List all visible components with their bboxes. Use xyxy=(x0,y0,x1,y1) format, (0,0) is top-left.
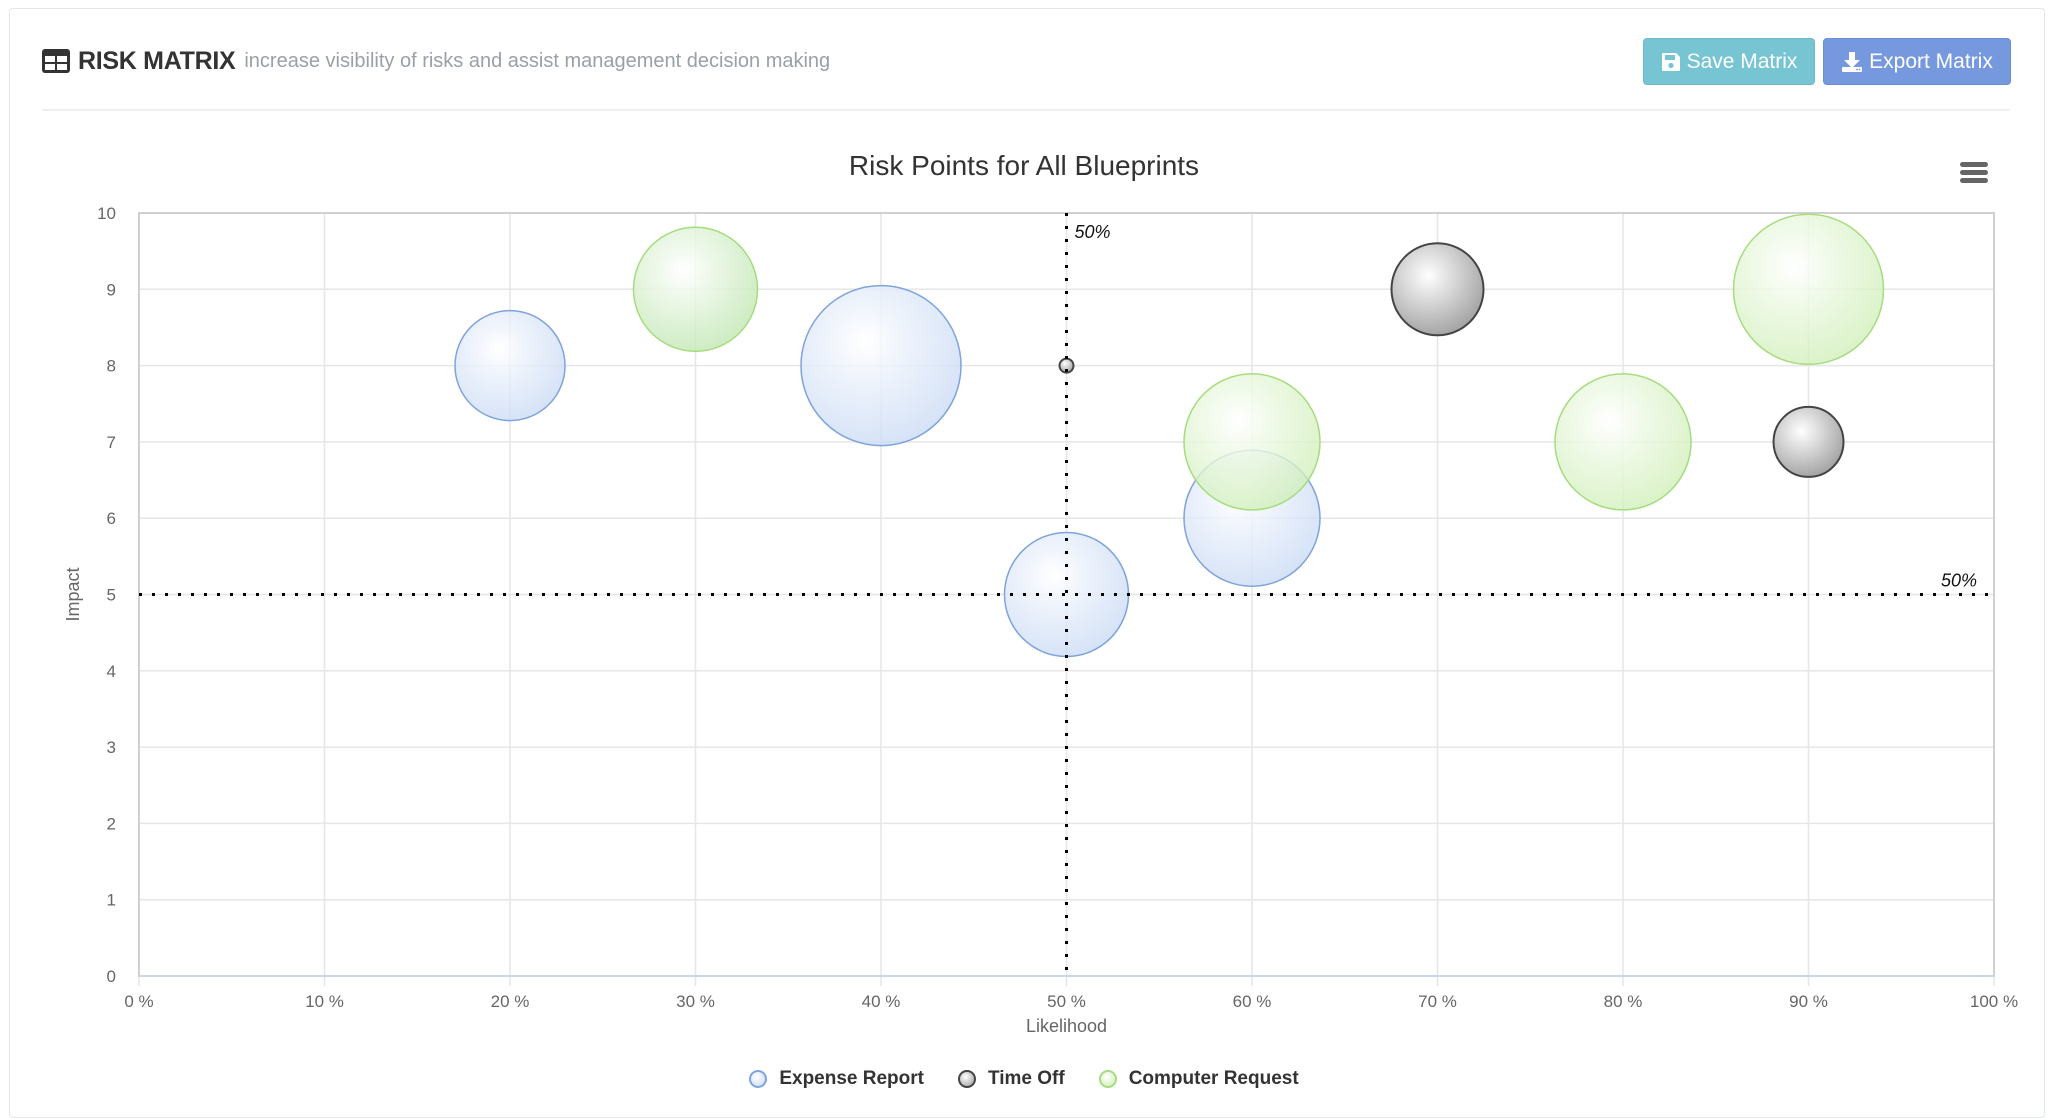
hamburger-menu-icon-bar xyxy=(1960,170,1988,175)
legend-label: Expense Report xyxy=(779,1068,924,1089)
save-matrix-label: Save Matrix xyxy=(1686,49,1798,73)
y-tick-label: 3 xyxy=(107,738,116,757)
legend-item-computer-request[interactable]: Computer Request xyxy=(1098,1068,1299,1090)
y-tick-label: 0 xyxy=(107,967,116,986)
table-icon xyxy=(42,49,70,73)
impact-threshold-label: 50% xyxy=(1941,571,1977,591)
save-matrix-button[interactable]: Save Matrix xyxy=(1643,38,1815,85)
x-tick-label: 20 % xyxy=(491,992,530,1011)
x-tick-label: 90 % xyxy=(1789,992,1828,1011)
bubble-point[interactable] xyxy=(454,309,566,422)
legend-label: Computer Request xyxy=(1128,1068,1299,1089)
header-divider xyxy=(42,109,2010,111)
y-tick-label: 5 xyxy=(107,586,116,605)
legend-item-time-off[interactable]: Time Off xyxy=(957,1068,1065,1090)
download-icon xyxy=(1842,51,1863,72)
x-axis-title: Likelihood xyxy=(1026,1016,1107,1036)
y-tick-label: 1 xyxy=(107,891,116,910)
y-axis-title: Impact xyxy=(63,567,83,621)
bubble-point[interactable] xyxy=(1183,373,1321,511)
page-title: RISK MATRIX xyxy=(78,46,236,75)
bubble-point[interactable] xyxy=(1554,373,1692,511)
bubble-point[interactable] xyxy=(800,284,962,447)
legend-label: Time Off xyxy=(987,1068,1065,1089)
y-tick-label: 8 xyxy=(107,357,116,376)
x-tick-label: 10 % xyxy=(305,992,344,1011)
y-tick-label: 6 xyxy=(107,509,116,528)
x-tick-label: 0 % xyxy=(124,992,153,1011)
export-matrix-label: Export Matrix xyxy=(1869,49,1993,73)
bubble-point[interactable] xyxy=(1390,242,1485,337)
chart-legend: Expense Report Time Off Computer Request xyxy=(0,1068,2048,1090)
bubble-chart: 0 % 10 % 20 % 30 % 40 % 50 % 60 % 70 % 80 % 90 % 1… xyxy=(63,204,2018,1036)
x-tick-label: 60 % xyxy=(1233,992,1272,1011)
chart-title: Risk Points for All Blueprints xyxy=(848,150,1200,181)
export-matrix-button[interactable]: Export Matrix xyxy=(1823,38,2011,85)
legend-swatch-time-off xyxy=(957,1070,976,1088)
page-header: RISK MATRIX increase visibility of risks… xyxy=(42,38,830,84)
chart-axes: 0 % 10 % 20 % 30 % 40 % 50 % 60 % 70 % 80 % 90 % 1… xyxy=(63,204,2018,1036)
legend-item-expense-report[interactable]: Expense Report xyxy=(749,1068,924,1090)
bubble-point[interactable] xyxy=(1732,213,1885,366)
y-tick-label: 2 xyxy=(107,814,116,833)
y-tick-label: 9 xyxy=(107,280,116,299)
x-tick-label: 70 % xyxy=(1418,992,1457,1011)
chart-context-menu-button[interactable] xyxy=(1960,162,1990,188)
x-tick-label: 50 % xyxy=(1047,992,1086,1011)
floppy-disk-icon xyxy=(1661,52,1680,71)
x-tick-label: 30 % xyxy=(676,992,715,1011)
x-tick-label: 80 % xyxy=(1604,992,1643,1011)
bubble-point[interactable] xyxy=(632,226,759,353)
bubble-point[interactable] xyxy=(1772,405,1845,478)
hamburger-menu-icon xyxy=(1960,162,1988,167)
legend-swatch-computer-request xyxy=(1098,1070,1117,1088)
x-tick-label: 100 % xyxy=(1970,992,2018,1011)
y-tick-label: 4 xyxy=(107,662,116,681)
threshold-lines: 50% 50% xyxy=(139,213,1994,976)
likelihood-threshold-label: 50% xyxy=(1075,222,1111,242)
hamburger-menu-icon-bar xyxy=(1960,178,1988,183)
y-tick-label: 7 xyxy=(107,433,116,452)
bubble-series xyxy=(454,213,1885,658)
legend-swatch-expense-report xyxy=(749,1070,768,1088)
page-subtitle: increase visibility of risks and assist … xyxy=(244,49,831,72)
x-tick-label: 40 % xyxy=(862,992,901,1011)
y-tick-label: 10 xyxy=(97,204,116,223)
